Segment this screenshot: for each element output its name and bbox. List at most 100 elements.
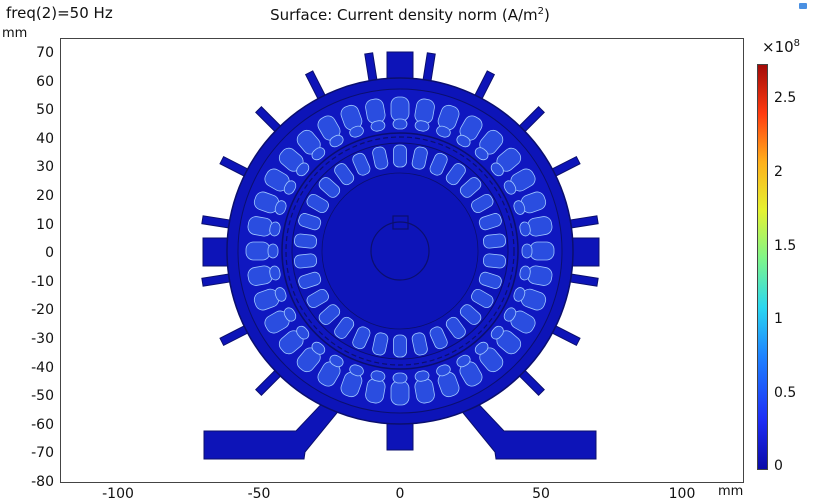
stator-slot-tip — [414, 370, 430, 382]
rotor-bar — [429, 152, 448, 176]
stator-slot-tip — [283, 307, 297, 322]
stator-slot-tip — [519, 221, 531, 237]
rotor-bar — [298, 213, 322, 231]
y-axis-unit: mm — [2, 26, 28, 41]
rotor-bar — [318, 177, 341, 198]
rotor-bar — [306, 193, 329, 214]
stator-slot-tip — [269, 221, 281, 237]
stator-slot-tip — [503, 180, 517, 195]
colorbar-tick-label: 2 — [774, 164, 783, 180]
colorbar-tick-label: 2.5 — [774, 90, 797, 106]
rotor-bar — [294, 253, 318, 269]
rotor-bar — [482, 233, 506, 249]
rotor-bar — [482, 253, 506, 269]
rotor-bar — [318, 304, 341, 325]
y-tick-label: 50 — [36, 102, 54, 119]
colorbar — [757, 64, 768, 470]
plot-title: Surface: Current density norm (A/m2) — [270, 6, 550, 24]
stator-slot-tip — [456, 134, 471, 148]
stator-slot-tip — [436, 125, 451, 138]
rotor-core — [321, 172, 479, 330]
rotor-bar — [445, 316, 466, 339]
parameter-label: freq(2)=50 Hz — [6, 4, 113, 22]
stator-slot-tip — [296, 325, 310, 340]
rotor-bar — [298, 271, 322, 289]
rotor-bar — [352, 152, 371, 176]
stator-slot-tip — [274, 200, 287, 215]
rotor-bar — [411, 146, 428, 170]
stator-slot-tip — [490, 325, 504, 340]
colorbar-tick-label: 1.5 — [774, 238, 797, 254]
colorbar-tick-label: 0 — [774, 458, 783, 474]
stator-slot-tip — [269, 265, 281, 281]
air-gap-outer — [281, 132, 519, 370]
stator-slot-tip — [474, 341, 489, 355]
y-tick-label: -30 — [31, 331, 54, 347]
stator-coil — [529, 241, 555, 261]
plot-area[interactable] — [60, 38, 744, 483]
rotor-bar — [393, 334, 407, 358]
mounting-feet — [203, 394, 597, 460]
rotor-bar — [478, 271, 502, 289]
rotor-bar — [471, 193, 494, 214]
rotor-bar — [411, 332, 428, 356]
x-tick-label: -100 — [102, 486, 134, 502]
rotor-bar — [334, 163, 355, 186]
y-tick-label: 60 — [36, 73, 54, 90]
x-axis-unit: mm — [718, 484, 744, 499]
stator-coil — [245, 241, 271, 261]
y-tick-label: 0 — [45, 245, 54, 262]
stator-slot-tip — [392, 118, 408, 130]
rotor-bar — [429, 326, 448, 350]
stator-coil — [390, 380, 410, 406]
rotor-bar — [372, 332, 389, 356]
y-tick-label: -80 — [31, 474, 54, 490]
x-tick-label: 0 — [395, 486, 405, 502]
stator-slot-tip — [370, 120, 386, 132]
x-tick-label: 100 — [668, 486, 696, 502]
rotor-bar — [459, 177, 482, 198]
y-tick-label: 70 — [36, 45, 54, 61]
stator-slot-tip — [274, 287, 287, 302]
rotor-bar — [334, 316, 355, 339]
y-tick-label: -70 — [31, 445, 54, 462]
rotor-bar — [294, 233, 318, 249]
colorbar-tick-label: 1 — [774, 311, 783, 327]
stator-slot-tip — [283, 180, 297, 195]
stator-slot-tip — [414, 120, 430, 132]
x-tick-label: 50 — [532, 486, 550, 502]
stator-slot-tip — [296, 162, 310, 177]
stator-slot-tip — [329, 134, 344, 148]
rotor-bars — [294, 144, 506, 358]
y-tick-label: -20 — [31, 302, 54, 319]
stator-slot-tip — [311, 341, 326, 355]
stator-slot-tip — [349, 125, 364, 138]
y-tick-label: -60 — [31, 416, 54, 433]
stator-slot-tip — [267, 243, 279, 259]
stator-slot-tip — [521, 243, 533, 259]
stator-slot-tip — [513, 200, 526, 215]
y-tick-label: 30 — [36, 159, 54, 176]
motor-cross-section — [201, 51, 600, 460]
rotor-bar — [306, 288, 329, 309]
y-tick-label: 20 — [36, 188, 54, 204]
rotor-bar — [372, 146, 389, 170]
stator-slot-tip — [329, 354, 344, 368]
stator-slot-tip — [392, 372, 408, 384]
window-corner-icon[interactable] — [798, 2, 808, 10]
rotor-bar — [478, 213, 502, 231]
x-tick-label: -50 — [247, 486, 271, 502]
y-tick-label: -40 — [31, 359, 54, 376]
colorbar-exponent: ×108 — [762, 38, 801, 56]
stator-slot-tip — [349, 364, 364, 377]
stator-coil — [390, 96, 410, 122]
stator-coils — [245, 96, 555, 406]
shaft-key — [392, 215, 409, 230]
stator-slot-tip — [474, 147, 489, 161]
stator-slot-tip — [370, 370, 386, 382]
stator-slot-tip — [503, 307, 517, 322]
stator-slot-tip — [519, 265, 531, 281]
rotor-bar — [352, 326, 371, 350]
stator-slot-tip — [490, 162, 504, 177]
